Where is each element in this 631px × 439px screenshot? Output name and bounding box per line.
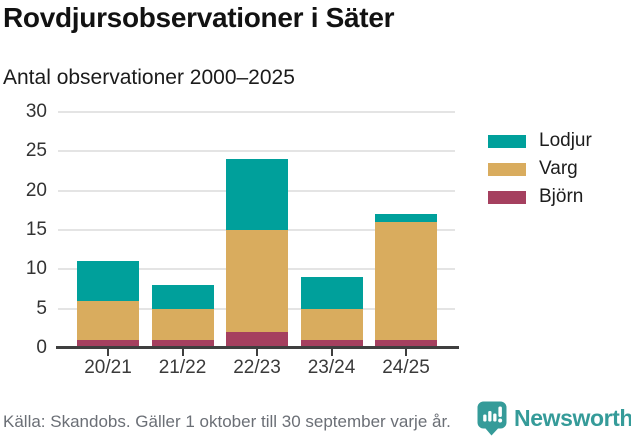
bar-segment-björn-23-24 [300, 340, 363, 348]
legend-item-björn: Björn [488, 183, 592, 211]
bar-segment-varg-21-22 [151, 308, 214, 341]
y-tick-label: 30 [25, 101, 47, 122]
source-note: Källa: Skandobs. Gäller 1 oktober till 3… [3, 412, 451, 431]
chart-subtitle: Antal observationer 2000–2025 [3, 66, 295, 89]
legend-item-lodjur: Lodjur [488, 127, 592, 155]
gridline-y30 [58, 111, 455, 113]
bar-segment-varg-20-21 [77, 300, 139, 341]
bar-segment-lodjur-23-24 [300, 277, 363, 309]
chart-plot-area [58, 111, 455, 348]
bar-segment-lodjur-24-25 [375, 214, 437, 223]
bar-segment-björn-24-25 [375, 340, 437, 348]
bar-segment-björn-20-21 [77, 340, 139, 348]
legend-swatch [488, 190, 526, 204]
y-tick-label: 0 [36, 337, 47, 358]
legend-item-varg: Varg [488, 155, 592, 183]
bar-segment-lodjur-22-23 [226, 159, 288, 230]
chart-legend: Lodjur Varg Björn [488, 127, 592, 211]
bar-segment-varg-22-23 [226, 230, 288, 333]
x-tick-label: 24/25 [382, 357, 430, 378]
x-tick-label: 20/21 [84, 357, 132, 378]
bar-segment-lodjur-21-22 [151, 285, 214, 309]
legend-label: Varg [539, 158, 578, 179]
gridline-y25 [58, 150, 455, 153]
bar-segment-björn-22-23 [226, 332, 288, 348]
page-title: Rovdjursobservationer i Säter [3, 2, 395, 33]
y-tick-label: 20 [25, 179, 47, 201]
x-tick-label: 23/24 [307, 357, 356, 378]
y-tick-label: 10 [25, 258, 47, 280]
gridline-y15 [58, 229, 455, 231]
y-tick-label: 15 [25, 219, 47, 240]
x-tick-label: 22/23 [233, 357, 281, 378]
bar-segment-lodjur-20-21 [77, 261, 139, 301]
y-tick-label: 25 [25, 140, 47, 162]
legend-label: Björn [539, 186, 584, 207]
x-tick [256, 349, 258, 356]
newsworthy-bubble-chart-icon [477, 401, 508, 436]
bar-segment-björn-21-22 [151, 340, 214, 348]
x-tick [181, 349, 184, 356]
legend-swatch [488, 134, 526, 148]
y-tick-label: 5 [36, 297, 47, 319]
x-tick [330, 349, 333, 356]
x-tick-label: 21/22 [158, 357, 207, 378]
x-tick [405, 349, 407, 356]
x-axis-line [56, 346, 459, 349]
legend-swatch [488, 162, 526, 176]
newsworthy-logo[interactable]: Newsworthy [477, 401, 631, 436]
x-tick [107, 349, 109, 356]
legend-label: Lodjur [539, 130, 592, 151]
newsworthy-wordmark: Newsworthy [514, 405, 631, 431]
bar-segment-varg-24-25 [375, 222, 437, 341]
bar-segment-varg-23-24 [300, 308, 363, 341]
